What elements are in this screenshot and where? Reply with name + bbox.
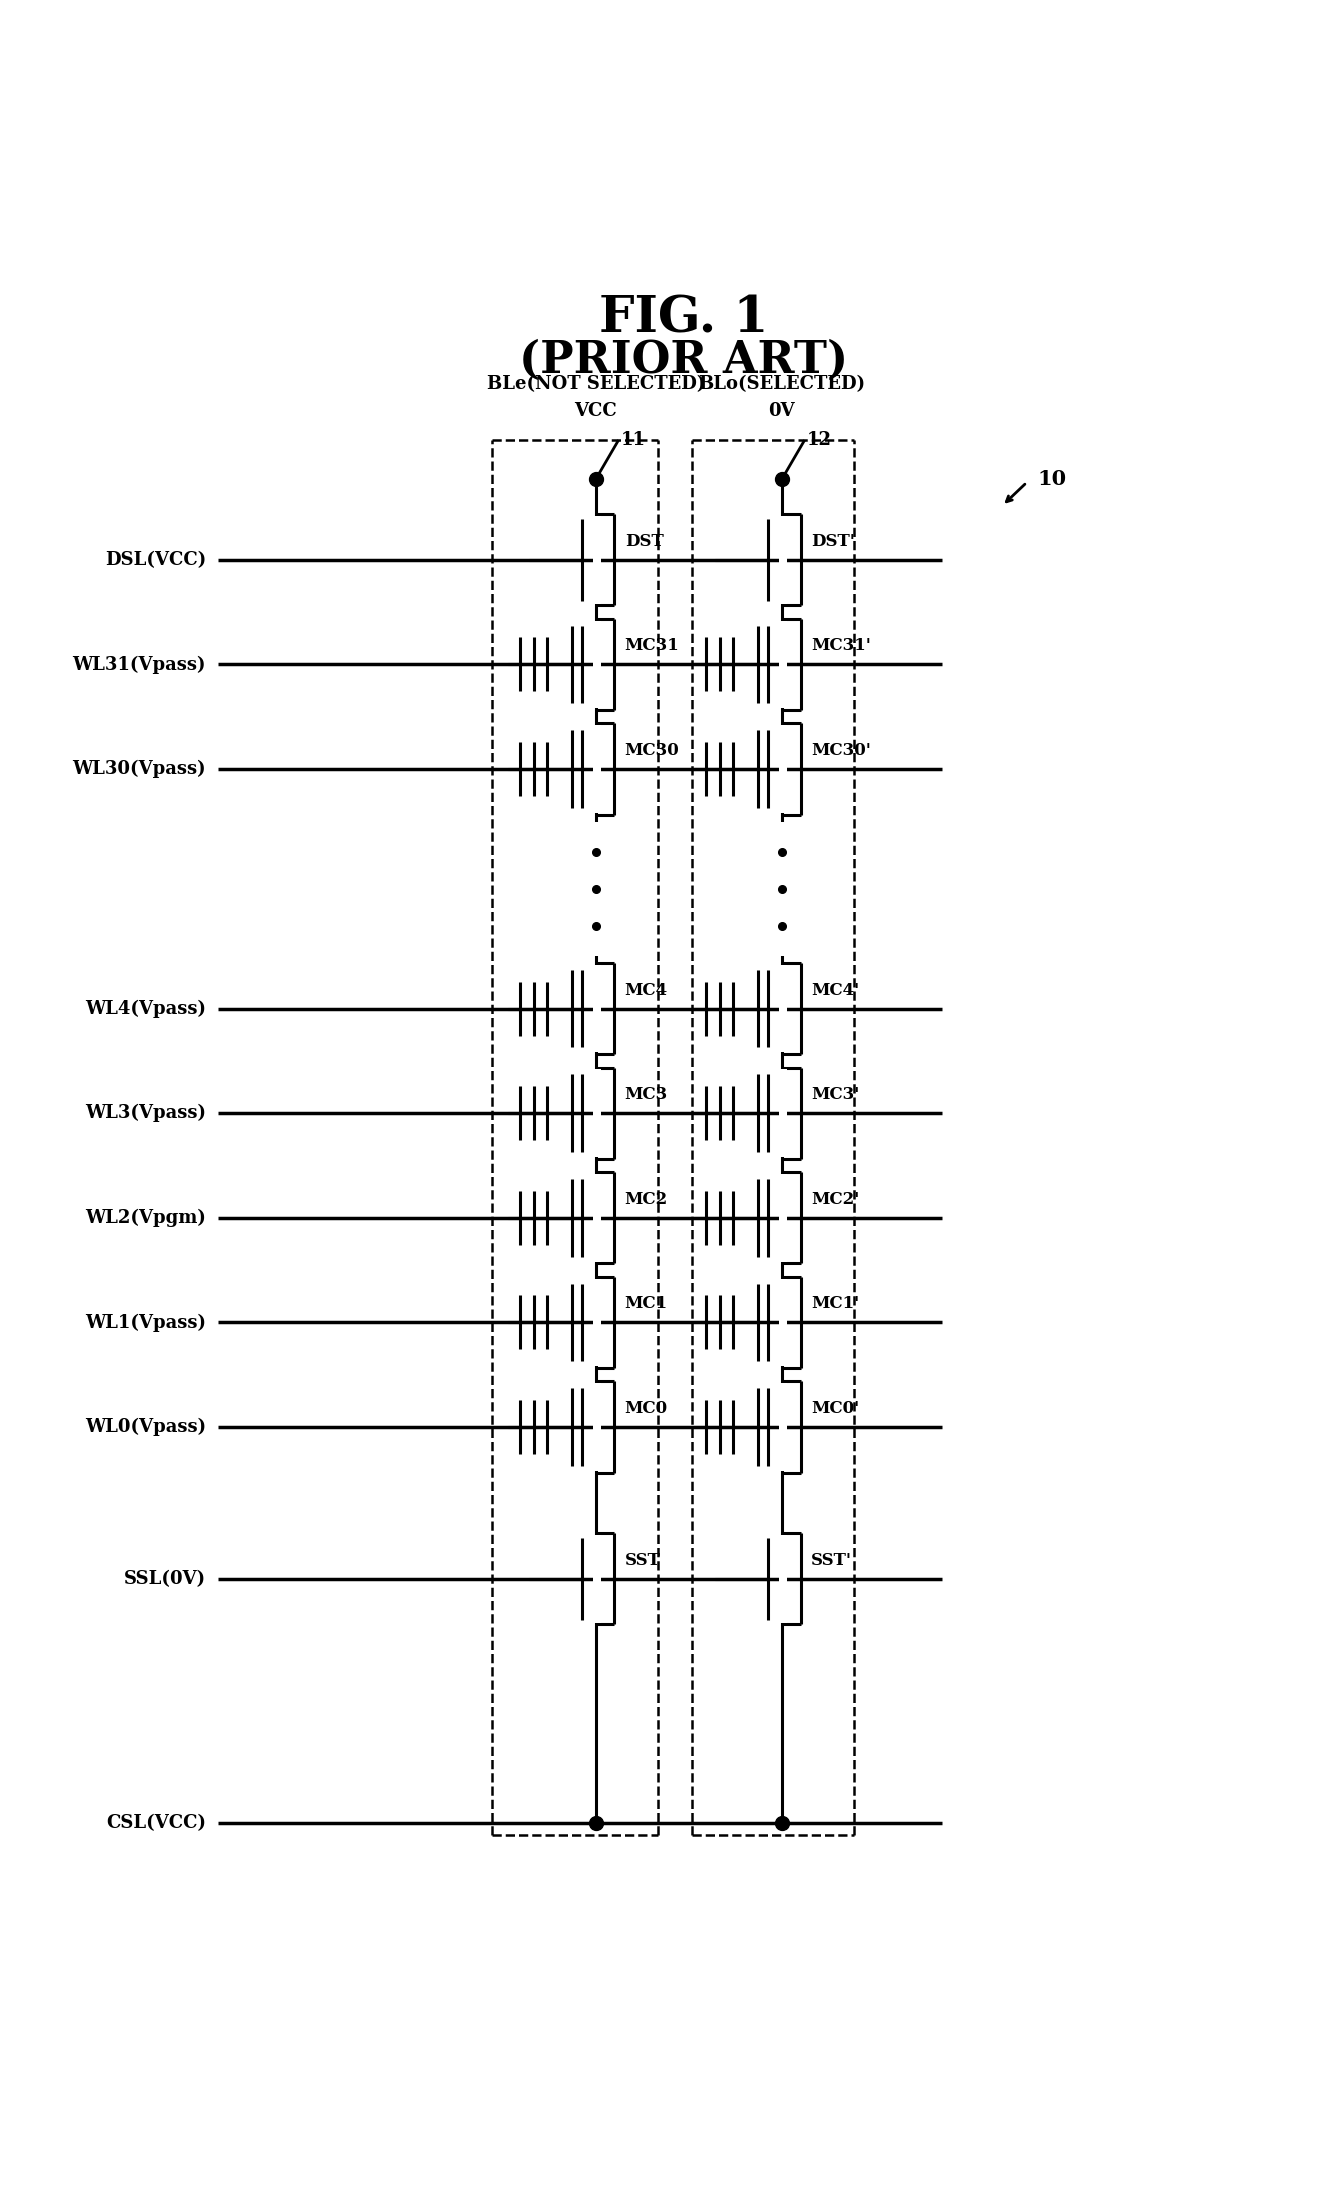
Bar <box>592 620 602 708</box>
Text: MC3': MC3' <box>811 1087 859 1102</box>
Bar <box>592 1280 602 1367</box>
Text: 0V: 0V <box>768 403 795 421</box>
Text: BLe(NOT SELECTED): BLe(NOT SELECTED) <box>487 375 704 394</box>
Text: VCC: VCC <box>575 403 618 421</box>
Text: MC2': MC2' <box>811 1190 859 1207</box>
Text: MC30: MC30 <box>624 743 679 758</box>
Bar <box>591 822 602 955</box>
Text: WL0(Vpass): WL0(Vpass) <box>85 1418 205 1435</box>
Bar <box>592 1383 602 1470</box>
Bar <box>592 964 602 1052</box>
Bar <box>779 1383 787 1470</box>
Text: MC30': MC30' <box>811 743 871 758</box>
Text: MC0: MC0 <box>624 1400 668 1418</box>
Text: SST: SST <box>624 1551 660 1569</box>
Text: MC0': MC0' <box>811 1400 859 1418</box>
Bar <box>779 725 787 813</box>
Bar <box>779 1174 787 1262</box>
Text: WL1(Vpass): WL1(Vpass) <box>85 1312 205 1332</box>
Text: DST': DST' <box>811 532 855 550</box>
Bar <box>592 1536 602 1624</box>
Text: WL30(Vpass): WL30(Vpass) <box>72 760 205 778</box>
Text: WL4(Vpass): WL4(Vpass) <box>85 999 205 1019</box>
Text: FIG. 1: FIG. 1 <box>599 294 768 344</box>
Text: MC1': MC1' <box>811 1295 859 1312</box>
Bar <box>779 620 787 708</box>
Text: WL31(Vpass): WL31(Vpass) <box>72 655 205 673</box>
Text: 10: 10 <box>1038 469 1066 489</box>
Text: DSL(VCC): DSL(VCC) <box>105 550 205 570</box>
Bar <box>779 1536 787 1624</box>
Text: SSL(0V): SSL(0V) <box>124 1569 205 1588</box>
Bar <box>776 822 787 955</box>
Bar <box>592 1174 602 1262</box>
Text: WL3(Vpass): WL3(Vpass) <box>85 1104 205 1122</box>
Text: SST': SST' <box>811 1551 852 1569</box>
Text: DST: DST <box>624 532 663 550</box>
Text: MC4': MC4' <box>811 982 859 999</box>
Text: 11: 11 <box>620 432 646 449</box>
Bar <box>592 1069 602 1157</box>
Text: MC31': MC31' <box>811 638 871 655</box>
Bar <box>592 517 602 605</box>
Text: WL2(Vpgm): WL2(Vpgm) <box>85 1209 205 1227</box>
Bar <box>592 725 602 813</box>
Bar <box>779 1069 787 1157</box>
Text: MC1: MC1 <box>624 1295 668 1312</box>
Text: MC31: MC31 <box>624 638 679 655</box>
Bar <box>779 517 787 605</box>
Text: MC4: MC4 <box>624 982 668 999</box>
Bar <box>779 1280 787 1367</box>
Text: CSL(VCC): CSL(VCC) <box>105 1814 205 1832</box>
Text: (PRIOR ART): (PRIOR ART) <box>519 340 848 381</box>
Text: MC3: MC3 <box>624 1087 668 1102</box>
Text: BLo(SELECTED): BLo(SELECTED) <box>698 375 866 394</box>
Text: MC2: MC2 <box>624 1190 668 1207</box>
Text: 12: 12 <box>807 432 831 449</box>
Bar <box>779 964 787 1052</box>
